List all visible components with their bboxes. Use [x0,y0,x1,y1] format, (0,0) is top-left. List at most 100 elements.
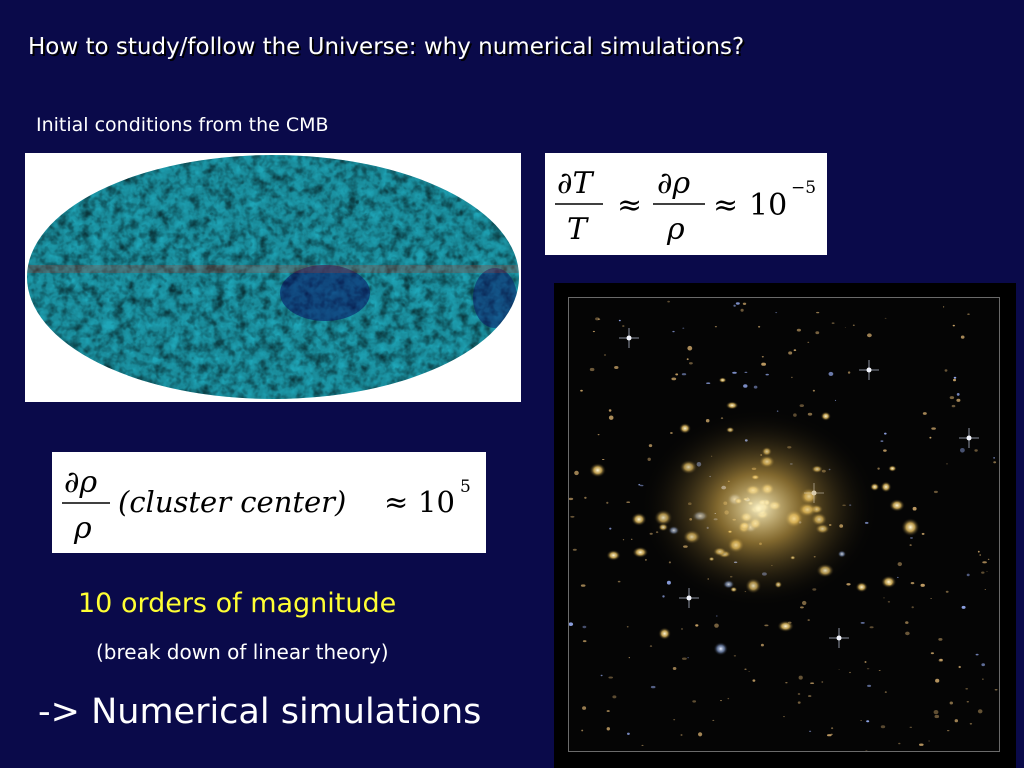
background-galaxy [581,729,584,732]
cluster-galaxy [855,581,868,593]
background-galaxy [597,434,600,436]
background-galaxy [761,356,764,358]
background-galaxy [630,538,633,540]
background-galaxy [796,328,801,332]
background-galaxy [965,688,969,690]
background-galaxy [580,389,583,392]
background-galaxy [597,318,601,320]
background-galaxy [956,393,960,396]
background-galaxy [740,308,744,312]
slide-title: How to study/follow the Universe: why nu… [28,34,745,60]
background-galaxy [644,558,647,561]
cluster-galaxy [820,411,832,421]
background-galaxy [775,312,778,314]
background-galaxy [860,622,865,624]
background-galaxy [986,571,988,572]
background-galaxy [695,624,699,627]
background-galaxy [733,304,736,307]
background-galaxy [920,583,925,587]
background-galaxy [828,371,834,376]
background-galaxy [981,663,985,667]
background-galaxy [887,601,891,603]
background-galaxy [866,668,870,670]
background-galaxy [880,725,886,729]
background-galaxy [606,501,609,504]
background-galaxy [606,710,610,712]
background-galaxy [987,558,990,560]
background-galaxy [849,671,851,674]
background-galaxy [698,732,703,737]
background-galaxy [715,615,718,617]
cluster-galaxy [777,620,794,633]
foreground-star [679,588,699,608]
background-galaxy [866,720,870,723]
eq1-exponent: −5 [791,178,816,198]
background-galaxy [808,695,812,697]
background-galaxy [686,358,689,361]
background-galaxy [905,631,910,636]
background-galaxy [752,679,756,682]
background-galaxy [935,678,940,683]
background-galaxy [626,501,631,503]
orders-of-magnitude-text: 10 orders of magnitude [78,588,397,619]
background-galaxy [884,432,887,435]
background-galaxy [930,598,932,599]
background-galaxy [975,653,979,656]
background-galaxy [735,302,740,305]
background-galaxy [982,678,984,680]
background-galaxy [967,313,970,315]
background-galaxy [952,324,955,327]
background-galaxy [628,657,630,659]
background-galaxy [788,351,793,355]
background-galaxy [608,676,613,679]
linear-theory-note: (break down of linear theory) [96,640,389,664]
background-galaxy [600,674,603,677]
background-galaxy [911,606,914,609]
background-galaxy [793,349,797,352]
background-galaxy [981,571,985,574]
background-galaxy [758,325,761,328]
background-galaxy [809,730,812,732]
eq2-expression: (cluster center) [118,485,346,519]
background-galaxy [939,658,943,661]
background-galaxy [783,716,785,718]
background-galaxy [910,582,915,585]
background-galaxy [807,412,813,416]
background-galaxy [984,589,986,590]
foreground-star [859,360,879,380]
background-galaxy [603,354,607,356]
cluster-galaxy [606,549,621,561]
background-galaxy [687,657,689,659]
cluster-galaxy [880,481,892,493]
background-galaxy [797,701,801,704]
background-galaxy [673,719,676,721]
background-galaxy [945,590,949,593]
background-galaxy [680,734,683,736]
background-galaxy [733,655,737,657]
background-galaxy [884,691,887,693]
cluster-galaxy [658,627,672,640]
background-galaxy [960,335,965,339]
cluster-galaxy [889,499,905,512]
background-galaxy [912,506,917,511]
background-galaxy [812,389,815,392]
background-galaxy [732,371,737,374]
background-galaxy [966,573,970,577]
background-galaxy [909,544,912,546]
background-galaxy [689,362,693,365]
background-galaxy [979,554,981,556]
background-galaxy [569,497,574,501]
background-galaxy [977,709,983,714]
background-galaxy [582,625,587,629]
background-galaxy [744,371,748,373]
background-galaxy [934,714,940,719]
background-galaxy [958,665,961,669]
background-galaxy [969,722,973,725]
background-galaxy [852,324,855,326]
background-galaxy [867,684,872,687]
background-galaxy [966,701,969,703]
cluster-galaxy [718,377,727,383]
background-galaxy [816,311,820,314]
background-galaxy [807,619,810,621]
background-galaxy [672,667,677,670]
